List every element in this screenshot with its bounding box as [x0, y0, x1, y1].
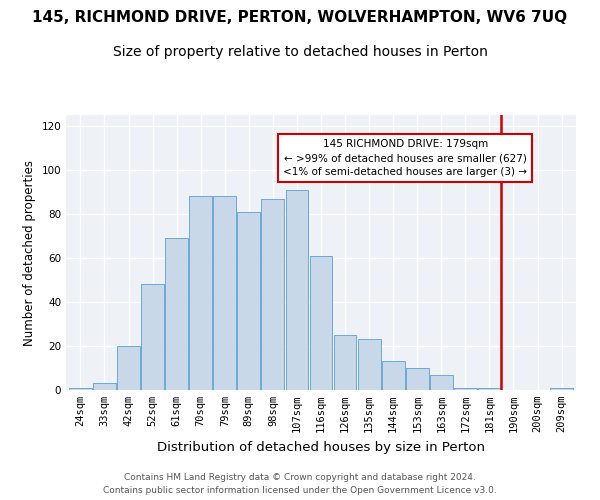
Bar — [93, 384, 116, 390]
Bar — [430, 374, 453, 390]
Bar — [141, 284, 164, 390]
Bar — [238, 212, 260, 390]
Bar — [165, 238, 188, 390]
Text: Size of property relative to detached houses in Perton: Size of property relative to detached ho… — [113, 45, 487, 59]
Bar — [358, 340, 380, 390]
Bar — [286, 190, 308, 390]
Bar — [382, 362, 404, 390]
Y-axis label: Number of detached properties: Number of detached properties — [23, 160, 36, 346]
Bar — [69, 388, 92, 390]
Bar — [214, 196, 236, 390]
Bar — [454, 388, 477, 390]
Bar — [189, 196, 212, 390]
Bar — [406, 368, 428, 390]
Bar — [478, 388, 501, 390]
Bar — [262, 198, 284, 390]
Bar — [334, 335, 356, 390]
Bar — [117, 346, 140, 390]
Text: 145 RICHMOND DRIVE: 179sqm
← >99% of detached houses are smaller (627)
<1% of se: 145 RICHMOND DRIVE: 179sqm ← >99% of det… — [283, 139, 527, 177]
Bar — [550, 388, 573, 390]
Text: 145, RICHMOND DRIVE, PERTON, WOLVERHAMPTON, WV6 7UQ: 145, RICHMOND DRIVE, PERTON, WOLVERHAMPT… — [32, 10, 568, 25]
X-axis label: Distribution of detached houses by size in Perton: Distribution of detached houses by size … — [157, 440, 485, 454]
Bar — [310, 256, 332, 390]
Text: Contains HM Land Registry data © Crown copyright and database right 2024.
Contai: Contains HM Land Registry data © Crown c… — [103, 473, 497, 495]
